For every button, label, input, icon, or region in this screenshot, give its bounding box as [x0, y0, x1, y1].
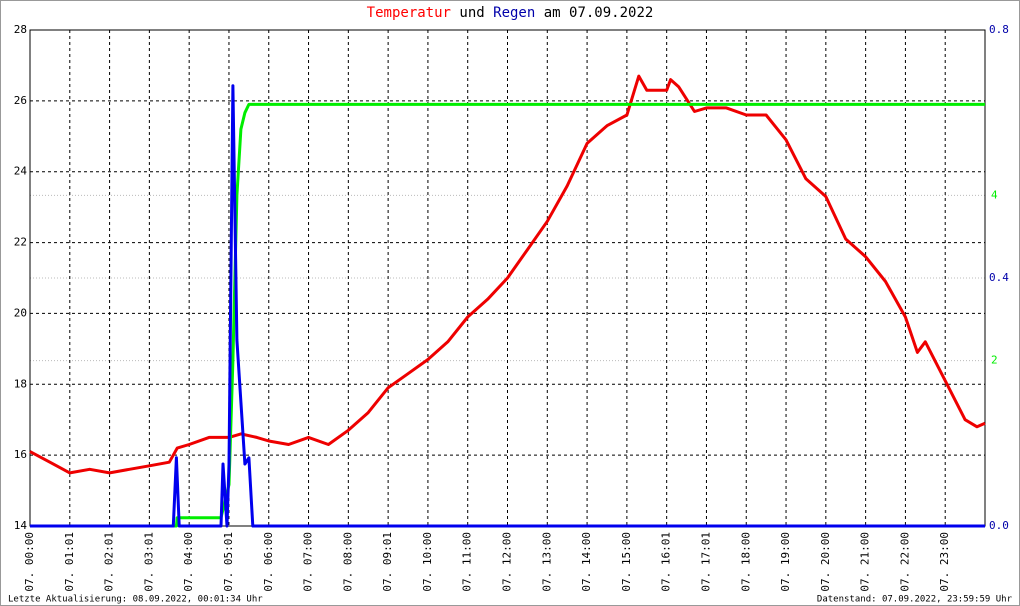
y3-tick-label: 4: [991, 188, 998, 201]
series-line: [30, 102, 985, 528]
x-tick-label: 07. 01:01: [63, 532, 76, 592]
x-tick-label: 07. 17:01: [699, 532, 712, 592]
y-tick-label: 22: [14, 236, 27, 249]
x-tick-label: 07. 16:01: [660, 532, 673, 592]
y-tick-label: 20: [14, 306, 27, 319]
y-tick-label: 16: [14, 448, 27, 461]
title-part: am 07.09.2022: [544, 5, 654, 21]
x-tick-label: 07. 15:00: [620, 532, 633, 592]
x-tick-label: 07. 00:00: [23, 532, 36, 592]
title-part: Regen: [493, 5, 535, 21]
y3-tick-label: 2: [991, 354, 998, 367]
x-tick-label: 07. 19:00: [779, 532, 792, 592]
title-part: Temperatur: [367, 5, 451, 21]
x-tick-label: 07. 23:00: [938, 532, 951, 592]
title-part: und: [459, 5, 484, 21]
y2-tick-label: 0.8: [989, 23, 1009, 36]
x-tick-label: 07. 08:00: [341, 532, 354, 592]
y2-tick-label: 0.0: [989, 519, 1009, 532]
x-tick-label: 07. 22:00: [898, 532, 911, 592]
y-tick-label: 24: [14, 165, 28, 178]
x-tick-label: 07. 02:01: [103, 532, 116, 592]
x-tick-label: 07. 12:00: [501, 532, 514, 592]
x-tick-label: 07. 14:00: [580, 532, 593, 592]
series-line: [30, 84, 985, 528]
x-tick-label: 07. 21:00: [859, 532, 872, 592]
chart-title: Temperatur und Regen am 07.09.2022: [367, 5, 654, 21]
x-tick-label: 07. 18:00: [739, 532, 752, 592]
footer-right: Datenstand: 07.09.2022, 23:59:59 Uhr: [817, 595, 1013, 605]
y-tick-label: 18: [14, 377, 27, 390]
x-tick-label: 07. 04:00: [182, 532, 195, 592]
x-tick-label: 07. 11:00: [461, 532, 474, 592]
x-tick-label: 07. 06:00: [262, 532, 275, 592]
footer-left: Letzte Aktualisierung: 08.09.2022, 00:01…: [8, 595, 263, 605]
x-tick-label: 07. 20:00: [819, 532, 832, 592]
x-tick-label: 07. 13:00: [540, 532, 553, 592]
y-tick-label: 26: [14, 94, 27, 107]
y2-tick-label: 0.4: [989, 271, 1009, 284]
x-tick-label: 07. 09:01: [381, 532, 394, 592]
y-tick-label: 28: [14, 23, 27, 36]
y-tick-label: 14: [14, 519, 28, 532]
x-tick-label: 07. 03:01: [142, 532, 155, 592]
series-line: [29, 74, 986, 475]
x-tick-label: 07. 05:01: [222, 532, 235, 592]
x-tick-label: 07. 10:00: [421, 532, 434, 592]
x-tick-label: 07. 07:00: [302, 532, 315, 592]
